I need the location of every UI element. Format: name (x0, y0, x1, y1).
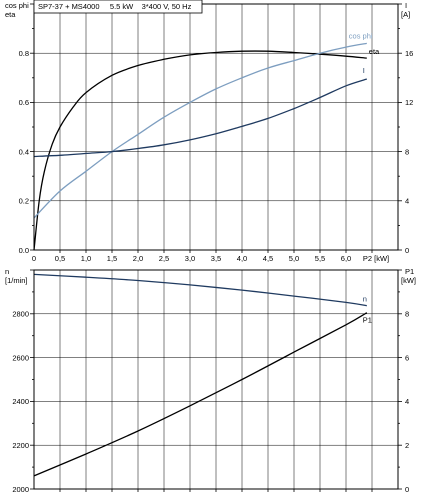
top-right-tick-label: 8 (405, 147, 409, 156)
bottom-left-axis-label: [1/min] (5, 276, 28, 285)
top-curve-label-eta: eta (369, 47, 380, 56)
bottom-left-tick-label: 2000 (12, 485, 29, 494)
top-right-axis-label: I (405, 1, 407, 10)
top-x-tick-label: 1,5 (107, 254, 117, 263)
top-x-unit-label: P2 [kW] (363, 254, 389, 263)
bottom-curve-P1 (33, 312, 368, 477)
top-x-tick-label: 3,0 (185, 254, 195, 263)
bottom-right-axis-label: P1 (405, 267, 414, 276)
bottom-right-tick-label: 2 (405, 441, 409, 450)
top-curve-label-cos-phi: cos phi (349, 31, 373, 40)
top-left-tick-label: 0.6 (19, 98, 29, 107)
top-x-tick-label: 1,0 (81, 254, 91, 263)
top-ticks (30, 3, 402, 253)
top-left-tick-label: 0.4 (19, 147, 29, 156)
top-x-tick-label: 4,5 (263, 254, 273, 263)
bottom-curve-label-n: n (363, 295, 367, 304)
top-x-tick-label: 2,5 (159, 254, 169, 263)
bottom-left-tick-label: 2400 (12, 397, 29, 406)
chart-title: SP7-37 + MS4000 5.5 kW 3*400 V, 50 Hz (38, 2, 192, 11)
bottom-chart: 2000220024002600280002468n[1/min]P1[kW]n… (5, 267, 416, 494)
top-right-tick-label: 16 (405, 49, 413, 58)
bottom-left-tick-label: 2800 (12, 310, 29, 319)
bottom-right-tick-label: 0 (405, 485, 409, 494)
top-curves (33, 42, 368, 251)
top-left-tick-label: 0.8 (19, 49, 29, 58)
top-left-axis-label: cos phi (5, 1, 29, 10)
bottom-curve-label-P1: P1 (363, 316, 372, 325)
bottom-grid (34, 270, 398, 489)
bottom-left-tick-label: 2600 (12, 353, 29, 362)
top-right-tick-label: 12 (405, 98, 413, 107)
top-grid (34, 4, 398, 250)
top-curve-I (33, 78, 368, 158)
top-x-tick-label: 4,0 (237, 254, 247, 263)
top-x-tick-label: 5,5 (315, 254, 325, 263)
top-x-tick-label: 3,5 (211, 254, 221, 263)
top-right-tick-label: 0 (405, 246, 409, 255)
bottom-right-tick-label: 6 (405, 353, 409, 362)
bottom-curve-n (33, 273, 367, 307)
top-left-tick-label: 0.0 (19, 246, 29, 255)
top-x-tick-label: 0 (32, 254, 36, 263)
bottom-right-tick-label: 4 (405, 397, 409, 406)
top-right-tick-label: 4 (405, 197, 409, 206)
top-x-tick-label: 5,0 (289, 254, 299, 263)
top-left-tick-label: 0.2 (19, 197, 29, 206)
top-x-tick-label: 0,5 (55, 254, 65, 263)
title-box: SP7-37 + MS4000 5.5 kW 3*400 V, 50 Hz (33, 0, 203, 14)
bottom-labels: 2000220024002600280002468n[1/min]P1[kW]n… (5, 267, 416, 494)
bottom-ticks (30, 269, 402, 492)
top-curve-label-I: I (363, 66, 365, 75)
bottom-right-axis-label: [kW] (401, 276, 416, 285)
top-x-tick-label: 6,0 (341, 254, 351, 263)
top-curve-cos-phi (33, 42, 367, 219)
top-x-tick-label: 2,0 (133, 254, 143, 263)
bottom-curves (33, 273, 368, 477)
top-curve-eta (33, 50, 367, 251)
bottom-left-tick-label: 2200 (12, 441, 29, 450)
bottom-right-tick-label: 8 (405, 310, 409, 319)
bottom-left-axis-label: n (5, 267, 9, 276)
top-right-axis-label: [A] (401, 10, 410, 19)
top-left-axis-label: eta (5, 10, 16, 19)
